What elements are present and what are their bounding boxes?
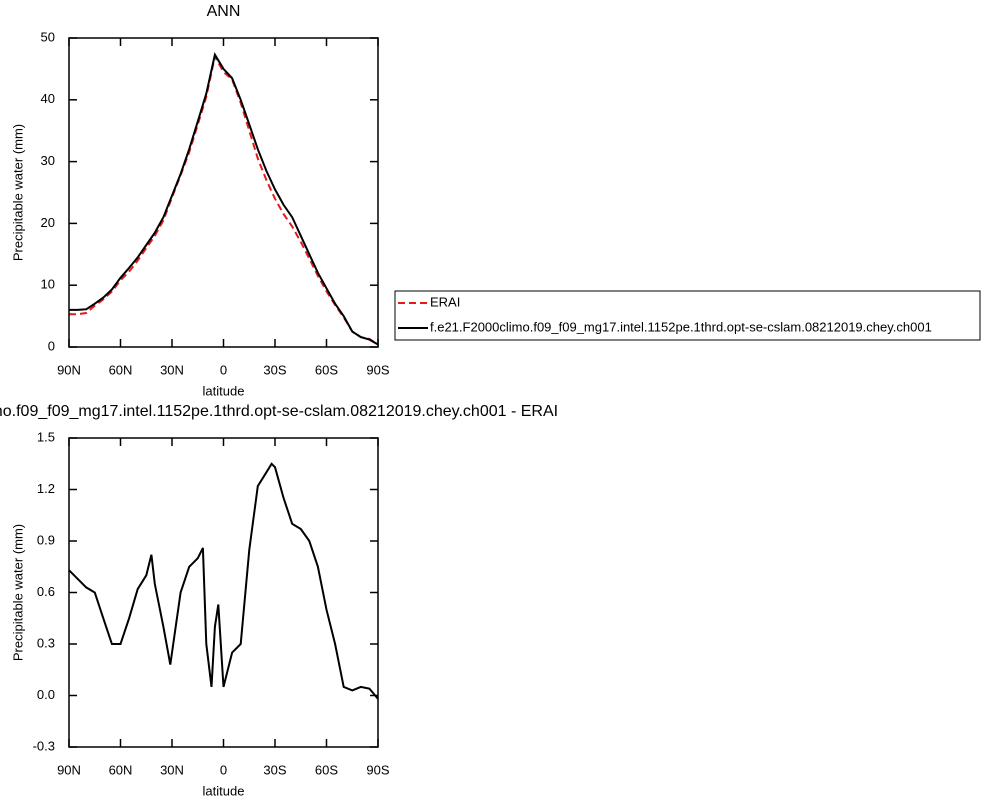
y-tick-label: 10 (41, 277, 55, 292)
x-tick-label: 30S (263, 762, 286, 777)
y-tick-label: 1.2 (37, 481, 55, 496)
data-line (69, 52, 379, 346)
y-tick-label: 20 (41, 215, 55, 230)
x-tick-label: 90S (366, 362, 389, 377)
y-tick-label: 0.0 (37, 687, 55, 702)
data-line (69, 53, 379, 346)
chart-title: f.e21.F2000climo.f09_f09_mg17.intel.1152… (0, 403, 558, 420)
y-tick-label: -0.3 (33, 738, 55, 753)
y-axis-label: Precipitable water (mm) (10, 124, 25, 261)
plot-frame (68, 37, 379, 348)
y-tick-label: 0.3 (37, 635, 55, 650)
chart-title: ANN (207, 3, 241, 20)
legend-label: f.e21.F2000climo.f09_f09_mg17.intel.1152… (430, 319, 932, 334)
x-tick-label: 30N (160, 762, 184, 777)
x-tick-label: 60S (315, 762, 338, 777)
x-tick-label: 0 (220, 762, 227, 777)
x-tick-label: 30N (160, 362, 184, 377)
y-tick-label: 0 (48, 338, 55, 353)
x-tick-label: 60N (109, 762, 133, 777)
y-tick-label: 0.6 (37, 584, 55, 599)
x-tick-label: 60S (315, 362, 338, 377)
y-tick-label: 30 (41, 153, 55, 168)
x-tick-label: 90S (366, 762, 389, 777)
plot-frame (68, 437, 379, 748)
x-axis-label: latitude (203, 783, 245, 798)
x-tick-label: 30S (263, 362, 286, 377)
y-tick-label: 40 (41, 91, 55, 106)
data-line (68, 462, 379, 700)
y-axis-label: Precipitable water (mm) (10, 524, 25, 661)
x-tick-label: 90N (57, 762, 81, 777)
y-tick-label: 0.9 (37, 532, 55, 547)
x-tick-label: 0 (220, 362, 227, 377)
y-tick-label: 1.5 (37, 429, 55, 444)
x-tick-label: 90N (57, 362, 81, 377)
x-tick-label: 60N (109, 362, 133, 377)
y-tick-label: 50 (41, 29, 55, 44)
legend-label: ERAI (430, 294, 460, 309)
x-axis-label: latitude (203, 383, 245, 398)
legend-box (394, 290, 981, 341)
